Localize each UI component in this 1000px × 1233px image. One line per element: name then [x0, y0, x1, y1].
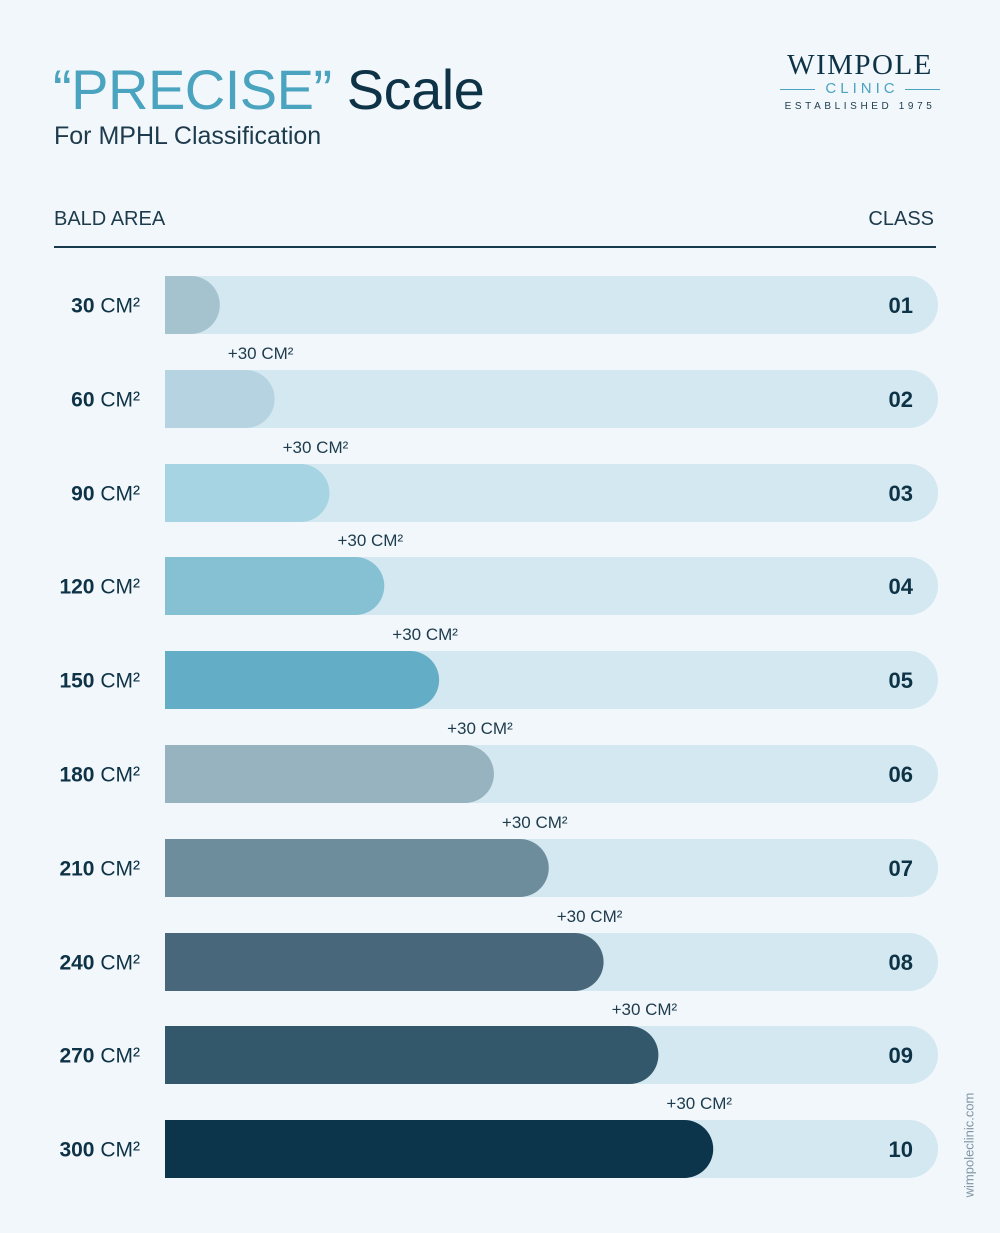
bar	[165, 1120, 714, 1178]
logo-name: WIMPOLE	[787, 49, 933, 81]
bar	[165, 745, 494, 803]
class-label: 04	[889, 574, 914, 599]
bar	[165, 464, 330, 522]
bar	[165, 1026, 659, 1084]
bald-area-label: 300 CM²	[59, 1139, 140, 1162]
page-title: “PRECISE” Scale	[53, 58, 485, 122]
bald-area-label: 30 CM²	[71, 295, 140, 318]
class-label: 02	[889, 387, 913, 412]
header-divider	[54, 246, 936, 248]
bald-area-label: 150 CM²	[59, 670, 140, 693]
class-label: 09	[889, 1043, 913, 1068]
class-label: 08	[889, 950, 913, 975]
bar	[165, 370, 275, 428]
increment-label: +30 CM²	[283, 438, 349, 457]
bald-area-label: 180 CM²	[59, 764, 140, 787]
increment-label: +30 CM²	[502, 813, 568, 832]
logo-rule-left	[780, 88, 816, 90]
bald-area-label: 60 CM²	[71, 389, 140, 412]
class-label: 07	[889, 856, 913, 881]
logo-subline: CLINIC	[780, 80, 940, 98]
increment-label: +30 CM²	[392, 625, 458, 644]
bald-area-label: 120 CM²	[59, 576, 140, 599]
column-header-class: CLASS	[868, 208, 934, 230]
increment-label: +30 CM²	[557, 907, 623, 926]
bar	[165, 933, 604, 991]
class-label: 06	[889, 762, 913, 787]
bar	[165, 651, 440, 709]
bald-area-label: 240 CM²	[59, 952, 140, 975]
increment-label: +30 CM²	[447, 719, 513, 738]
bar-track	[165, 370, 938, 428]
class-label: 01	[889, 293, 913, 318]
increment-label: +30 CM²	[228, 344, 294, 363]
bar	[165, 276, 220, 334]
title-accent: “PRECISE”	[53, 58, 332, 121]
bar	[165, 839, 549, 897]
class-label: 10	[889, 1137, 913, 1162]
class-label: 03	[889, 481, 913, 506]
website-url: wimpoleclinic.com	[961, 1092, 977, 1198]
title-rest: Scale	[346, 58, 485, 121]
clinic-logo: WIMPOLE CLINIC ESTABLISHED 1975	[780, 50, 940, 112]
page-subtitle: For MPHL Classification	[54, 122, 322, 150]
logo-sub: CLINIC	[825, 80, 899, 97]
logo-established: ESTABLISHED 1975	[784, 101, 936, 112]
column-header-bald-area: BALD AREA	[54, 208, 166, 230]
logo-rule-right	[904, 88, 940, 90]
increment-label: +30 CM²	[666, 1094, 732, 1113]
class-label: 05	[889, 668, 913, 693]
bald-area-label: 270 CM²	[59, 1045, 140, 1068]
bar-track	[165, 464, 938, 522]
increment-label: +30 CM²	[337, 531, 403, 550]
increment-label: +30 CM²	[612, 1000, 678, 1019]
bar	[165, 557, 385, 615]
bar-track	[165, 276, 938, 334]
bald-area-label: 90 CM²	[71, 483, 140, 506]
bald-area-label: 210 CM²	[59, 858, 140, 881]
